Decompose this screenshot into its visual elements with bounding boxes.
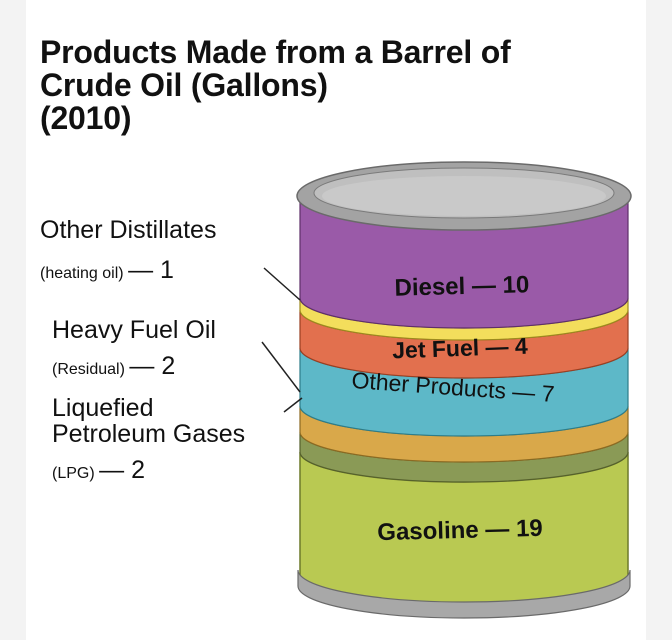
- label-other-distillates-sub: (heating oil): [40, 265, 124, 282]
- label-lpg-value: — 2: [99, 456, 145, 484]
- label-heavy-fuel-oil-name: Heavy Fuel Oil: [52, 316, 216, 344]
- page-title: Products Made from a Barrel of Crude Oil…: [40, 36, 511, 135]
- label-lpg-detail: (LPG) — 2: [52, 456, 145, 485]
- label-jet-fuel: Jet Fuel — 4: [392, 333, 529, 364]
- left-border-strip: [0, 0, 26, 640]
- label-diesel: Diesel — 10: [394, 271, 529, 302]
- leader-line-other-distillates: [263, 267, 301, 301]
- label-gasoline: Gasoline — 19: [377, 515, 543, 546]
- label-heavy-fuel-oil-sub: (Residual): [52, 361, 125, 378]
- title-line-2: Crude Oil (Gallons): [40, 67, 328, 103]
- label-other-distillates-detail: (heating oil) — 1: [40, 256, 174, 285]
- leader-line-lpg: [283, 397, 303, 413]
- title-line-3: (2010): [40, 100, 132, 136]
- label-other-distillates-value: — 1: [128, 256, 174, 284]
- barrel-bottom-rim: [297, 569, 631, 619]
- label-other-distillates-name: Other Distillates: [40, 216, 217, 244]
- right-border-strip: [646, 0, 672, 640]
- label-lpg-line-1: Liquefied: [52, 394, 154, 422]
- label-heavy-fuel-oil-value: — 2: [129, 352, 176, 380]
- label-heavy-fuel-oil-detail: (Residual) — 2: [52, 352, 175, 381]
- label-lpg-line-2: Petroleum Gases: [52, 420, 246, 448]
- barrel-lid-shadow: [322, 176, 606, 216]
- title-line-1: Products Made from a Barrel of: [40, 34, 511, 70]
- label-lpg-name: Liquefied Petroleum Gases: [52, 395, 245, 447]
- label-lpg-sub: (LPG): [52, 465, 95, 482]
- leader-line-heavy-fuel-oil: [261, 341, 301, 393]
- segment-diesel: [299, 197, 629, 329]
